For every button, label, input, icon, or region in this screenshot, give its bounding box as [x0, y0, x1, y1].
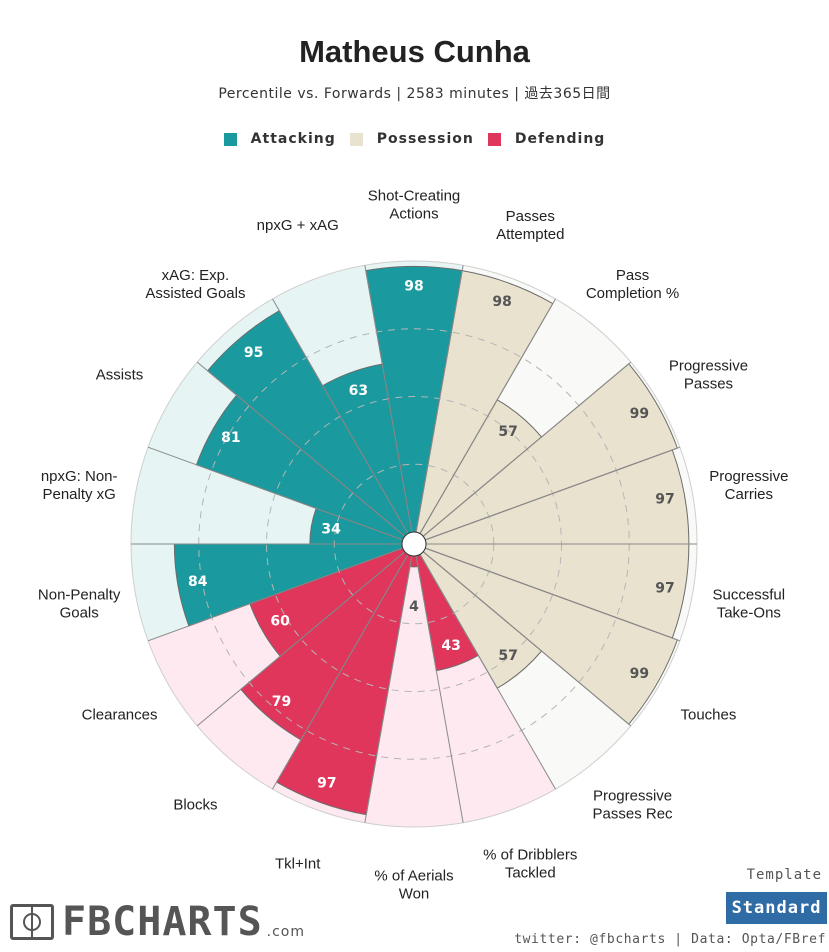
value-label: 84 — [188, 574, 208, 590]
spoke — [422, 361, 632, 537]
category-label: Tkl+Int — [275, 856, 321, 873]
category-label: Assists — [96, 366, 144, 383]
category-label: Shot-Creating Actions — [368, 187, 461, 222]
spokes — [131, 265, 697, 823]
category-label: Progressive Passes — [669, 357, 748, 392]
spoke — [425, 547, 681, 642]
spoke — [364, 555, 413, 823]
spoke — [196, 551, 406, 727]
logo-suffix: .com — [266, 924, 306, 940]
legend-item-possession: Possession — [349, 131, 474, 147]
value-label: 63 — [349, 383, 368, 399]
value-label: 43 — [441, 638, 460, 654]
value-label: 34 — [321, 521, 341, 537]
spoke — [415, 265, 464, 533]
value-label: 57 — [498, 648, 517, 664]
category-label: % of Aerials Won — [374, 867, 453, 902]
category-label: npxG: Non-Penalty xG — [41, 468, 118, 503]
category-label: Non-Penalty Goals — [38, 586, 121, 621]
legend-label-attacking: Attacking — [250, 131, 336, 147]
value-label: 79 — [272, 694, 291, 710]
spoke — [425, 446, 681, 541]
category-labels: Shot-Creating Actions Passes Attempted Pass C… — [38, 187, 789, 902]
chart-subtitle: Percentile vs. Forwards | 2583 minutes |… — [218, 86, 611, 102]
legend-swatch-possession — [349, 132, 363, 146]
spoke — [272, 298, 409, 534]
pitch-logo-icon — [10, 904, 54, 940]
category-label: Progressive Passes Rec — [593, 788, 674, 823]
template-label: Template — [746, 867, 822, 883]
legend-label-defending: Defending — [514, 131, 606, 147]
value-label: 99 — [630, 406, 649, 422]
category-label: Passes Attempted — [496, 208, 564, 243]
value-label: 97 — [317, 775, 336, 791]
value-label: 98 — [492, 294, 511, 310]
spoke — [147, 446, 403, 541]
logo-text: FBCHARTS — [62, 899, 263, 945]
value-label: 97 — [655, 492, 674, 508]
value-label: 81 — [221, 430, 240, 446]
category-label: Successful Take-Ons — [713, 586, 786, 621]
center-circle — [401, 531, 427, 557]
spoke — [196, 361, 406, 537]
legend-item-attacking: Attacking — [223, 131, 336, 147]
spoke — [272, 554, 409, 790]
legend-label-possession: Possession — [376, 131, 474, 147]
category-label: npxG + xAG — [257, 217, 339, 234]
spoke — [364, 265, 413, 533]
legend-item-defending: Defending — [487, 131, 606, 147]
category-label: xAG: Exp. Assisted Goals — [145, 267, 245, 302]
credits: twitter: @fbcharts | Data: Opta/FBref — [514, 932, 826, 947]
value-label: 99 — [630, 666, 649, 682]
value-label: 4 — [409, 599, 419, 615]
background-wedge — [364, 555, 464, 827]
category-label: Progressive Carries — [709, 468, 788, 503]
template-button[interactable]: Standard — [726, 892, 827, 924]
value-label: 60 — [270, 613, 290, 629]
category-label: Clearances — [82, 706, 158, 723]
legend: Attacking Possession Defending — [0, 131, 829, 147]
chart-title: Matheus Cunha — [299, 34, 530, 69]
value-labels: 98 98 57 99 97 97 99 57 43 4 97 79 60 84 34 81 95 63 — [188, 278, 675, 791]
legend-swatch-attacking — [223, 132, 237, 146]
category-label: % of Dribblers Tackled — [483, 847, 577, 882]
spoke — [419, 298, 556, 534]
category-label: Pass Completion % — [586, 267, 679, 302]
value-label: 57 — [498, 424, 517, 440]
value-label: 98 — [404, 278, 423, 294]
fbcharts-logo: FBCHARTS .com — [10, 899, 306, 945]
spoke — [419, 554, 556, 790]
category-label: Touches — [681, 706, 737, 723]
spoke — [422, 551, 632, 727]
legend-swatch-defending — [487, 132, 501, 146]
spoke — [415, 555, 464, 823]
spoke — [147, 547, 403, 642]
value-label: 95 — [244, 345, 263, 361]
value-label: 97 — [655, 580, 674, 596]
bar-group — [173, 266, 690, 816]
category-label: Blocks — [173, 797, 217, 814]
